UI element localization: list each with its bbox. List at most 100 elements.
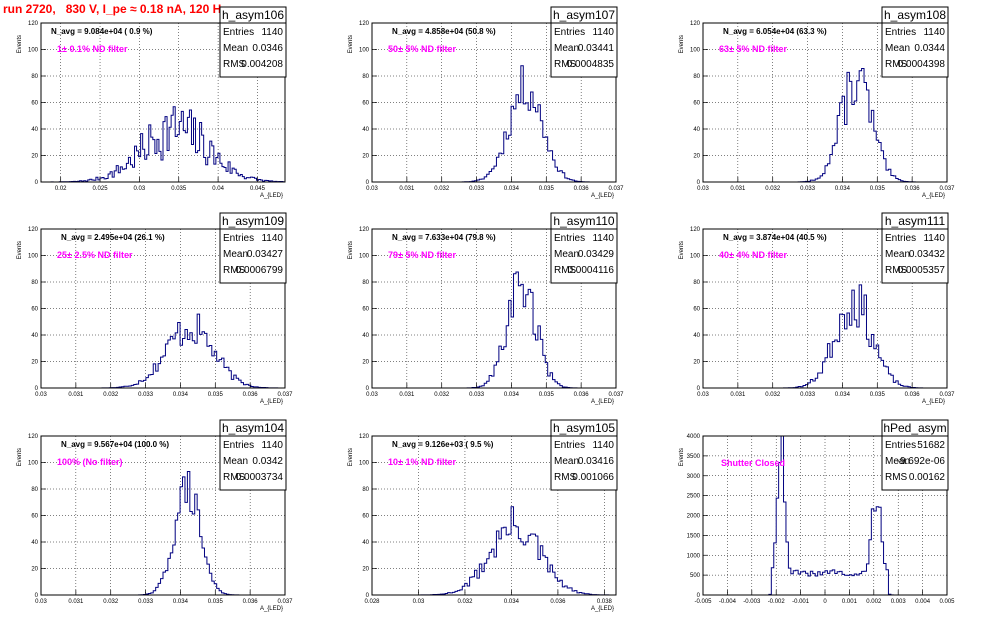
stats-mean-label: Mean bbox=[885, 456, 910, 467]
filter-annotation: 100% (No filter) bbox=[57, 457, 123, 467]
stats-entries-label: Entries bbox=[223, 440, 254, 451]
y-tick-label: 40 bbox=[362, 333, 369, 339]
x-tick-label: 0.034 bbox=[504, 599, 520, 605]
x-axis-label: A_{LED} bbox=[260, 193, 283, 199]
x-tick-label: 0.032 bbox=[434, 392, 450, 398]
x-tick-label: 0.032 bbox=[765, 392, 781, 398]
x-tick-label: 0.032 bbox=[765, 186, 781, 192]
x-tick-label: 0.035 bbox=[539, 186, 555, 192]
y-tick-label: 0 bbox=[366, 180, 370, 186]
filter-annotation: 63± 5% ND filter bbox=[719, 44, 787, 54]
stats-box-frame bbox=[219, 419, 287, 491]
y-tick-label: 1000 bbox=[687, 553, 701, 559]
histogram-panel-h_asym104: 0.03 0.031 0.032 0.033 0.034 0.035 0.036 0.037 0… bbox=[17, 419, 293, 612]
x-axis-label: A_{LED} bbox=[260, 606, 283, 612]
y-tick-label: 100 bbox=[690, 254, 701, 260]
y-tick-label: 20 bbox=[362, 360, 369, 366]
y-tick-label: 60 bbox=[693, 307, 700, 313]
x-tick-label: 0.036 bbox=[905, 186, 921, 192]
y-tick-label: 60 bbox=[31, 307, 38, 313]
x-tick-label: 0.037 bbox=[939, 392, 955, 398]
stats-box: h_asym105 Entries 1140 Mean0.03416RMS0.0010… bbox=[550, 419, 618, 491]
y-tick-label: 3000 bbox=[687, 474, 701, 480]
y-tick-label: 20 bbox=[362, 154, 369, 160]
y-tick-label: 0 bbox=[697, 593, 701, 599]
x-tick-label: 0.02 bbox=[55, 186, 67, 192]
y-tick-label: 0 bbox=[697, 180, 701, 186]
x-tick-label: -0.005 bbox=[694, 599, 712, 605]
histogram-panel-h_asym111: 0.03 0.031 0.032 0.033 0.034 0.035 0.036 0.037 0… bbox=[679, 212, 955, 405]
stats-entries-value: 1140 bbox=[923, 233, 945, 244]
y-tick-label: 120 bbox=[690, 227, 701, 233]
x-axis-label: A_{LED} bbox=[922, 399, 945, 405]
stats-entries-label: Entries bbox=[885, 440, 916, 451]
y-tick-label: 100 bbox=[28, 254, 39, 260]
x-tick-label: 0.035 bbox=[870, 186, 886, 192]
x-tick-label: 0.031 bbox=[730, 186, 746, 192]
y-tick-label: 100 bbox=[359, 48, 370, 54]
y-axis-label: Events bbox=[348, 241, 354, 259]
stats-entries-value: 1140 bbox=[261, 27, 283, 38]
histogram-name: h_asym110 bbox=[553, 214, 614, 228]
x-tick-label: 0.032 bbox=[103, 392, 119, 398]
x-tick-label: 0.037 bbox=[939, 186, 955, 192]
stats-rms-value: 0.0004116 bbox=[567, 265, 614, 276]
filter-annotation: 10± 1% ND filter bbox=[388, 457, 456, 467]
y-tick-label: 80 bbox=[362, 280, 369, 286]
stats-box: h_asym106 Entries 1140 Mean 0.0346 RMS0.00420… bbox=[219, 6, 287, 78]
x-tick-label: 0.036 bbox=[243, 392, 259, 398]
y-tick-label: 20 bbox=[31, 154, 38, 160]
x-tick-label: 0.036 bbox=[574, 392, 590, 398]
y-axis-label: Events bbox=[348, 35, 354, 53]
x-tick-label: 0 bbox=[823, 599, 827, 605]
x-tick-label: 0.031 bbox=[68, 599, 84, 605]
y-tick-label: 60 bbox=[362, 101, 369, 107]
histogram-series-h_asym108 bbox=[703, 68, 947, 183]
histogram-panel-h_asym107: 0.03 0.031 0.032 0.033 0.034 0.035 0.036 0.037 0… bbox=[348, 6, 624, 199]
stats-box: h_asym104 Entries 1140 Mean 0.0342 RMS0.00037… bbox=[219, 419, 287, 491]
x-tick-label: 0.034 bbox=[504, 392, 520, 398]
histogram-name: h_asym105 bbox=[553, 421, 615, 435]
stats-mean-label: Mean bbox=[554, 456, 579, 467]
stats-entries-label: Entries bbox=[554, 27, 585, 38]
filter-annotation: 1± 0.1% ND filter bbox=[57, 44, 128, 54]
x-tick-label: 0.035 bbox=[208, 392, 224, 398]
x-tick-label: 0.034 bbox=[504, 186, 520, 192]
stats-entries-value: 51682 bbox=[917, 440, 945, 451]
stats-box-frame bbox=[550, 419, 618, 491]
x-tick-label: 0.036 bbox=[905, 392, 921, 398]
y-tick-label: 120 bbox=[690, 21, 701, 27]
stats-rms-value: 0.0004398 bbox=[898, 59, 946, 70]
navg-label: N_avg = 9.126e+03 ( 9.5 %) bbox=[392, 440, 494, 449]
histogram-panel-h_asym106: 0.02 0.025 0.03 0.035 0.04 0.045 0 20 40 60 80 100 1… bbox=[17, 6, 287, 199]
y-tick-label: 80 bbox=[693, 74, 700, 80]
stats-rms-label: RMS bbox=[554, 59, 577, 70]
y-tick-label: 80 bbox=[31, 280, 38, 286]
histogram-series-h_asym107 bbox=[372, 65, 616, 183]
histogram-panel-h_asym108: 0.03 0.031 0.032 0.033 0.034 0.035 0.036 0.037 0… bbox=[679, 6, 955, 199]
stats-mean-value: 0.0342 bbox=[252, 456, 283, 467]
stats-entries-value: 1140 bbox=[592, 27, 614, 38]
x-tick-label: 0.033 bbox=[800, 186, 816, 192]
stats-rms-value: 0.0005357 bbox=[898, 265, 946, 276]
stats-rms-label: RMS bbox=[223, 59, 246, 70]
stats-rms-value: 0.0003734 bbox=[236, 472, 284, 483]
histogram-name: h_asym109 bbox=[222, 214, 284, 228]
stats-entries-value: 1140 bbox=[261, 440, 283, 451]
filter-annotation: 25± 2.5% ND filter bbox=[57, 250, 133, 260]
stats-mean-label: Mean bbox=[223, 456, 248, 467]
y-tick-label: 0 bbox=[366, 386, 370, 392]
stats-box: h_asym111 Entries 1140 Mean0.03432RMS0.0005… bbox=[881, 212, 949, 284]
x-tick-label: 0.036 bbox=[550, 599, 566, 605]
x-tick-label: 0.038 bbox=[597, 599, 613, 605]
y-tick-label: 20 bbox=[693, 154, 700, 160]
x-tick-label: 0.036 bbox=[574, 186, 590, 192]
y-tick-label: 80 bbox=[31, 74, 38, 80]
navg-label: N_avg = 3.874e+04 (40.5 %) bbox=[723, 233, 827, 242]
navg-label: N_avg = 7.633e+04 (79.8 %) bbox=[392, 233, 496, 242]
x-tick-label: 0.031 bbox=[730, 392, 746, 398]
stats-entries-label: Entries bbox=[554, 440, 585, 451]
x-tick-label: 0.03 bbox=[134, 186, 146, 192]
y-tick-label: 60 bbox=[31, 514, 38, 520]
y-tick-label: 0 bbox=[35, 180, 39, 186]
